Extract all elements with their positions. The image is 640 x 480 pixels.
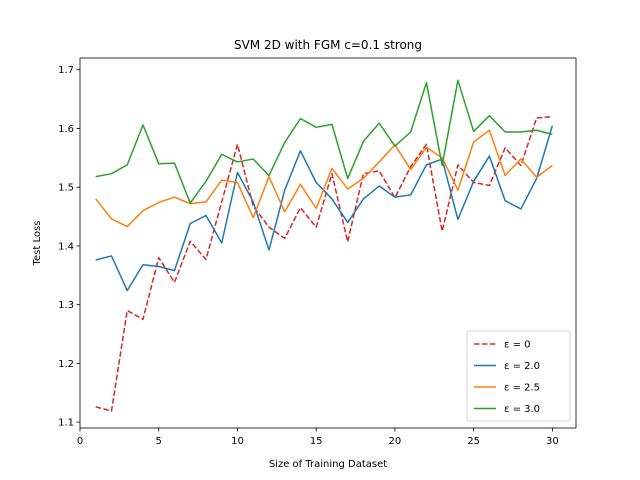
y-tick-label: 1.5 bbox=[58, 183, 74, 194]
y-axis: 1.1 1.2 1.3 1.4 1.5 1.6 1.7 bbox=[58, 65, 80, 429]
x-tick-label: 20 bbox=[389, 436, 402, 447]
series-line-0 bbox=[95, 115, 553, 412]
y-tick-label: 1.2 bbox=[58, 359, 74, 370]
legend-label-2: ε = 2.5 bbox=[504, 383, 540, 394]
legend-label-0: ε = 0 bbox=[504, 340, 531, 351]
y-tick-label: 1.1 bbox=[58, 418, 74, 429]
x-tick-label: 0 bbox=[77, 436, 83, 447]
series-line-2 bbox=[95, 129, 553, 228]
y-tick-label: 1.4 bbox=[58, 241, 74, 252]
x-axis: 0 5 10 15 20 25 30 bbox=[77, 428, 559, 447]
y-axis-label: Test Loss bbox=[32, 221, 43, 267]
plot-frame bbox=[79, 57, 577, 429]
y-tick-label: 1.6 bbox=[58, 124, 74, 135]
legend-label-3: ε = 3.0 bbox=[504, 404, 540, 415]
y-tick-label: 1.3 bbox=[58, 300, 74, 311]
x-axis-label: Size of Training Dataset bbox=[269, 459, 387, 470]
chart-title: SVM 2D with FGM c=0.1 strong bbox=[234, 38, 422, 52]
series-line-3 bbox=[95, 79, 553, 204]
legend-label-1: ε = 2.0 bbox=[504, 361, 540, 372]
x-tick-label: 10 bbox=[231, 436, 244, 447]
series-line-1 bbox=[95, 125, 554, 292]
legend: ε = 0 ε = 2.0 ε = 2.5 ε = 3.0 bbox=[466, 330, 571, 422]
x-tick-label: 15 bbox=[310, 436, 323, 447]
x-tick-label: 30 bbox=[546, 436, 559, 447]
x-tick-label: 25 bbox=[467, 436, 480, 447]
x-tick-label: 5 bbox=[156, 436, 162, 447]
y-tick-label: 1.7 bbox=[58, 65, 74, 76]
plot-area bbox=[95, 79, 554, 412]
legend-box bbox=[466, 330, 571, 422]
